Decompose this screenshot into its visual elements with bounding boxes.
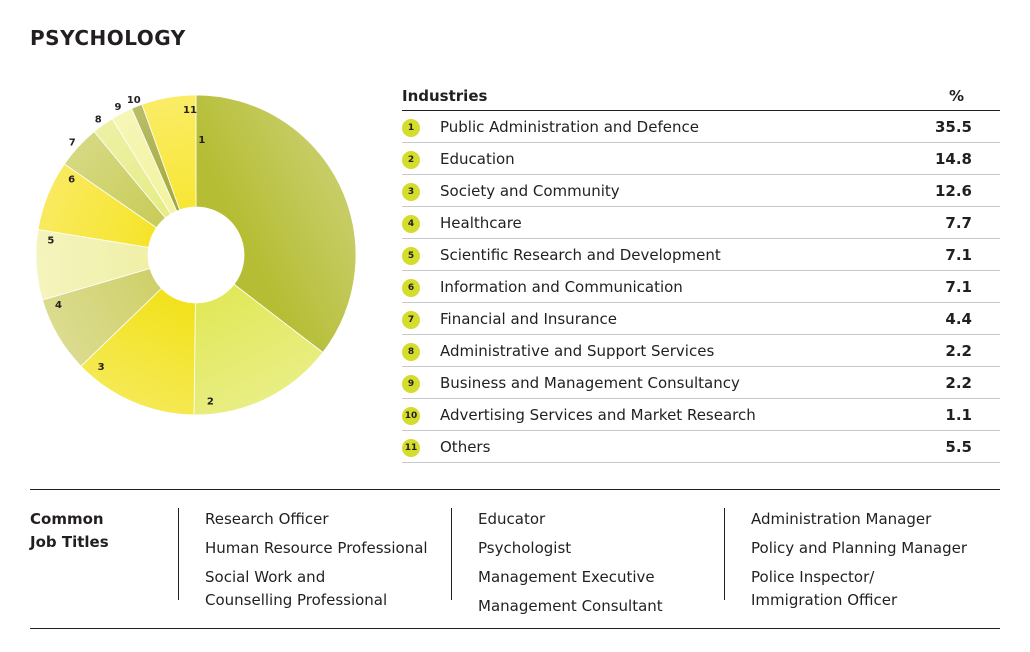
slice-label-1: 1 <box>198 135 205 146</box>
slice-label-10: 10 <box>127 95 141 106</box>
job-title: Psychologist <box>478 539 572 557</box>
industry-name-cell: Others <box>440 430 892 463</box>
pie-slice-11 <box>141 94 197 211</box>
industry-name-cell: Education <box>440 142 892 175</box>
row-number-badge: 1 <box>402 119 420 137</box>
table-row: 7 Financial and Insurance 4.4 <box>402 302 1000 335</box>
slice-label-9: 9 <box>115 102 122 113</box>
row-number-cell: 7 <box>402 302 440 335</box>
industry-percent-cell: 2.2 <box>892 366 1000 399</box>
job-titles-column-1: Research Officer Human Resource Professi… <box>178 508 428 609</box>
row-number-badge: 4 <box>402 215 420 233</box>
industry-name-cell: Healthcare <box>440 206 892 239</box>
row-number-badge: 2 <box>402 151 420 169</box>
row-number-cell: 10 <box>402 398 440 431</box>
industry-percent-cell: 4.4 <box>892 302 1000 335</box>
slice-label-7: 7 <box>69 137 76 148</box>
table-row: 2 Education 14.8 <box>402 142 1000 175</box>
page-title: PSYCHOLOGY <box>30 26 186 50</box>
job-titles-column-3: Administration Manager Policy and Planni… <box>724 508 968 609</box>
industry-percent-cell: 7.1 <box>892 238 1000 271</box>
row-number-cell: 1 <box>402 110 440 143</box>
row-number-cell: 4 <box>402 206 440 239</box>
job-title: Police Inspector/ Immigration Officer <box>751 568 898 609</box>
job-titles-heading: Common Job Titles <box>30 510 109 551</box>
job-title: Human Resource Professional <box>205 539 428 557</box>
slice-label-5: 5 <box>47 235 54 246</box>
pie-slice-2 <box>193 283 324 416</box>
percent-header: % <box>892 84 1000 111</box>
row-number-cell: 11 <box>402 430 440 463</box>
industry-percent-cell: 2.2 <box>892 334 1000 367</box>
row-number-badge: 8 <box>402 343 420 361</box>
slice-label-11: 11 <box>183 105 197 116</box>
industry-name-cell: Business and Management Consultancy <box>440 366 892 399</box>
row-number-cell: 8 <box>402 334 440 367</box>
row-number-badge: 9 <box>402 375 420 393</box>
slice-label-6: 6 <box>68 174 75 185</box>
row-number-badge: 7 <box>402 311 420 329</box>
industries-header: Industries <box>402 84 892 111</box>
table-row: 6 Information and Communication 7.1 <box>402 270 1000 303</box>
industry-name-cell: Administrative and Support Services <box>440 334 892 367</box>
row-number-cell: 5 <box>402 238 440 271</box>
table-row: 5 Scientific Research and Development 7.1 <box>402 238 1000 271</box>
job-title: Policy and Planning Manager <box>751 539 968 557</box>
job-title: Administration Manager <box>751 510 932 528</box>
donut-chart-svg: 1 2 3 4 5 6 7 8 9 10 11 <box>35 94 357 416</box>
job-title: Research Officer <box>205 510 329 528</box>
donut-chart: 1 2 3 4 5 6 7 8 9 10 11 <box>0 70 380 430</box>
industry-percent-cell: 1.1 <box>892 398 1000 431</box>
industries-table-body: 1 Public Administration and Defence 35.5 2 E… <box>402 110 1000 463</box>
table-row: 8 Administrative and Support Services 2.2 <box>402 334 1000 367</box>
table-row: 3 Society and Community 12.6 <box>402 174 1000 207</box>
job-title: Management Executive <box>478 568 655 586</box>
industry-percent-cell: 7.7 <box>892 206 1000 239</box>
industry-percent-cell: 7.1 <box>892 270 1000 303</box>
table-row: 4 Healthcare 7.7 <box>402 206 1000 239</box>
pie-slice-1 <box>195 94 357 354</box>
table-header-row: Industries % <box>402 84 1000 111</box>
row-number-cell: 9 <box>402 366 440 399</box>
row-number-badge: 11 <box>402 439 420 457</box>
job-title: Educator <box>478 510 546 528</box>
table-row: 11 Others 5.5 <box>402 430 1000 463</box>
row-number-cell: 3 <box>402 174 440 207</box>
slice-label-3: 3 <box>98 362 105 373</box>
pie-slice-3 <box>80 287 196 416</box>
industry-name-cell: Society and Community <box>440 174 892 207</box>
industry-name-cell: Information and Communication <box>440 270 892 303</box>
slice-label-4: 4 <box>55 300 62 311</box>
industry-percent-cell: 14.8 <box>892 142 1000 175</box>
industry-name-cell: Financial and Insurance <box>440 302 892 335</box>
row-number-badge: 6 <box>402 279 420 297</box>
row-number-badge: 5 <box>402 247 420 265</box>
industry-percent-cell: 12.6 <box>892 174 1000 207</box>
slice-label-2: 2 <box>207 396 214 407</box>
industry-name-cell: Scientific Research and Development <box>440 238 892 271</box>
industry-name-cell: Advertising Services and Market Research <box>440 398 892 431</box>
table-row: 1 Public Administration and Defence 35.5 <box>402 110 1000 143</box>
industry-name-cell: Public Administration and Defence <box>440 110 892 143</box>
industries-table: Industries % 1 Public Administration and … <box>402 84 1000 463</box>
row-number-cell: 6 <box>402 270 440 303</box>
table-row: 10 Advertising Services and Market Resear… <box>402 398 1000 431</box>
common-job-titles-section: Common Job Titles Research Officer Human… <box>30 489 1000 629</box>
row-number-badge: 3 <box>402 183 420 201</box>
row-number-cell: 2 <box>402 142 440 175</box>
industry-percent-cell: 35.5 <box>892 110 1000 143</box>
table-row: 9 Business and Management Consultancy 2.2 <box>402 366 1000 399</box>
slice-label-8: 8 <box>95 114 102 125</box>
job-title: Management Consultant <box>478 597 663 615</box>
job-titles-column-2: Educator Psychologist Management Executi… <box>451 508 663 615</box>
job-title: Social Work and Counselling Professional <box>205 568 388 609</box>
industry-percent-cell: 5.5 <box>892 430 1000 463</box>
row-number-badge: 10 <box>402 407 420 425</box>
